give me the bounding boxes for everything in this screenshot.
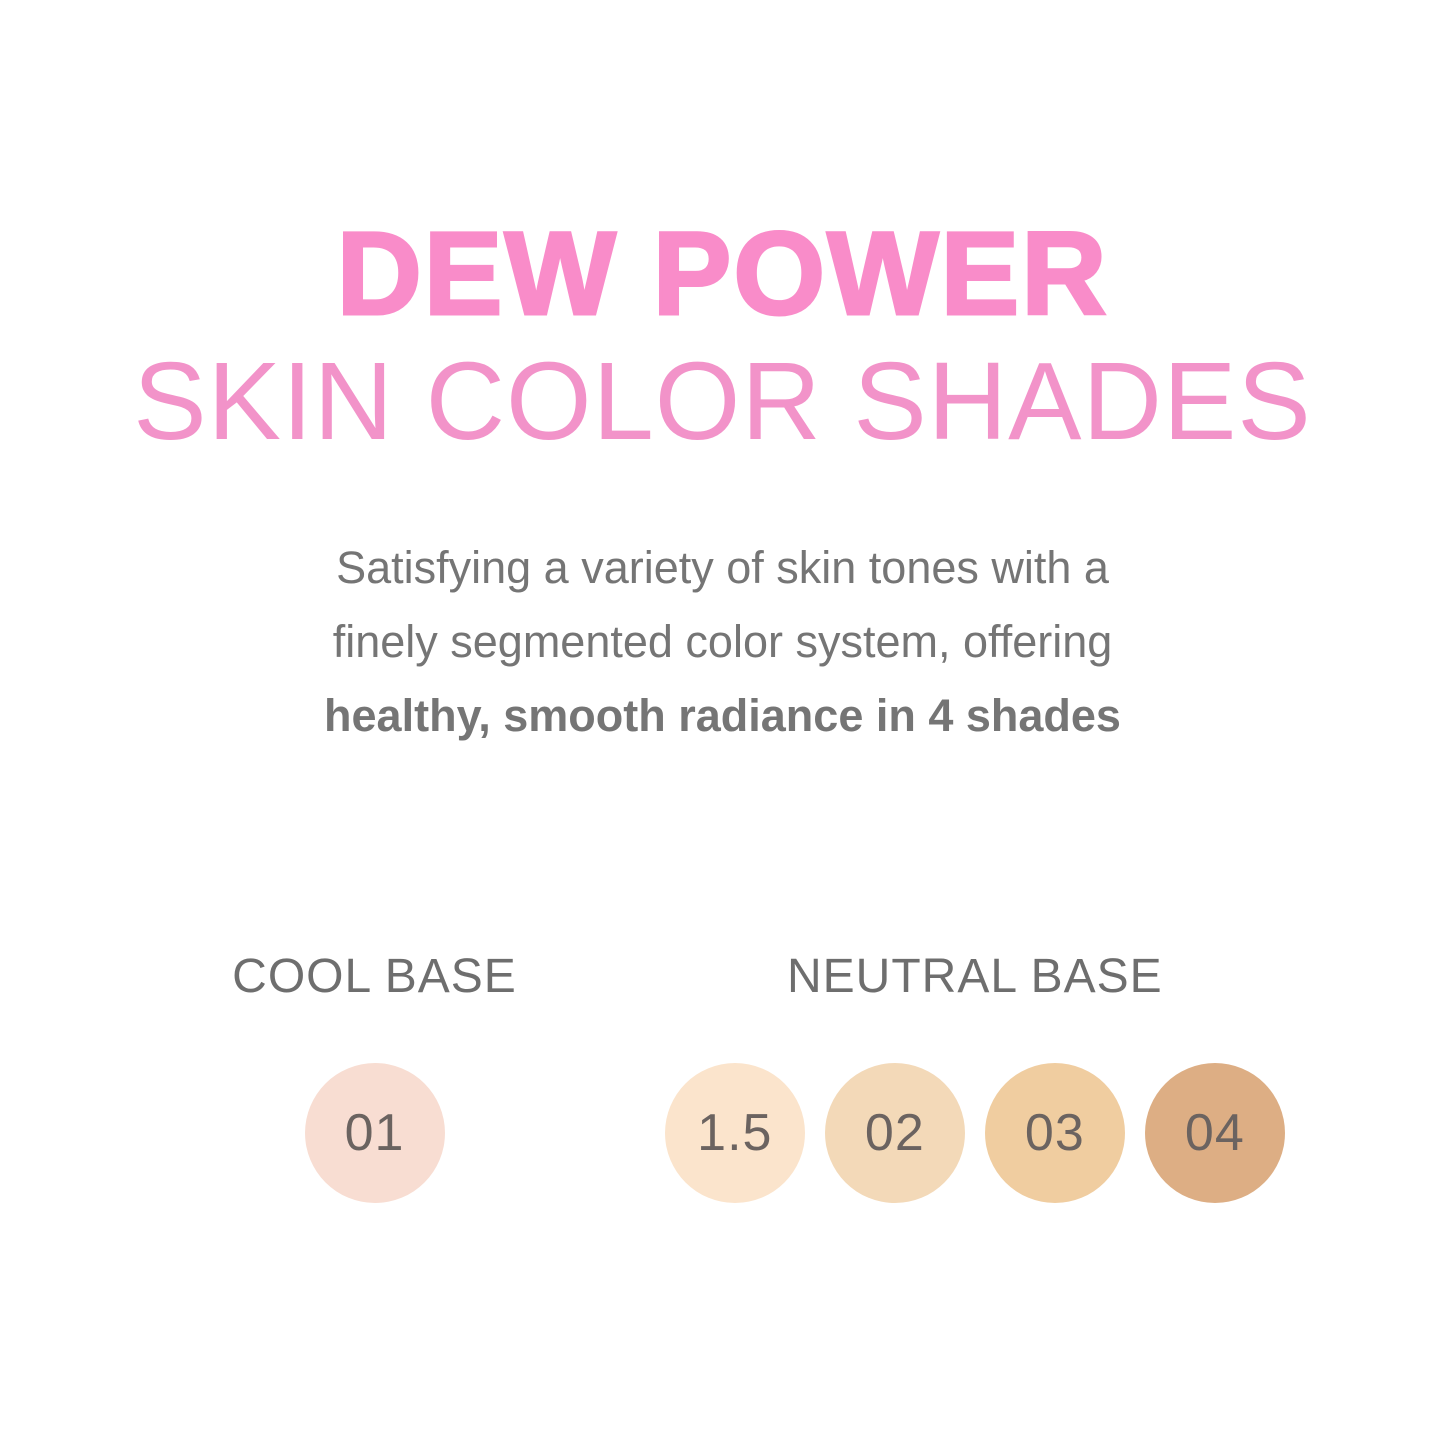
shade-group-label: COOL BASE: [232, 950, 517, 1003]
page-title: DEW POWER: [335, 208, 1109, 340]
shade-swatch-03: 03: [984, 1063, 1125, 1203]
description-line-3: healthy, smooth radiance in 4 shades: [324, 690, 1121, 741]
shade-swatch-04: 04: [1144, 1063, 1285, 1203]
shade-code: 02: [864, 1104, 925, 1162]
description-line-2: finely segmented color system, offering: [332, 616, 1113, 667]
shade-swatch-02: 02: [824, 1063, 965, 1203]
shade-group-cool-base: COOL BASE 01: [232, 953, 517, 1203]
shade-swatch-01: 01: [304, 1063, 445, 1203]
shade-swatches: 01: [304, 1063, 445, 1203]
page-subtitle: SKIN COLOR SHADES: [133, 340, 1312, 463]
shade-code: 04: [1184, 1104, 1245, 1162]
shade-swatch-1.5: 1.5: [664, 1063, 805, 1203]
shade-code: 1.5: [697, 1104, 773, 1162]
shade-chart: COOL BASE 01 NEUTRAL BASE 1.5 02 03 04: [0, 953, 1445, 1203]
description: Satisfying a variety of skin tones with …: [0, 531, 1445, 753]
shade-code: 03: [1024, 1104, 1085, 1162]
description-line-1: Satisfying a variety of skin tones with …: [336, 542, 1109, 593]
shade-code: 01: [344, 1104, 405, 1162]
shade-group-neutral-base: NEUTRAL BASE 1.5 02 03 04: [664, 950, 1285, 1203]
shade-swatches: 1.5 02 03 04: [664, 1063, 1285, 1203]
shade-group-label: NEUTRAL BASE: [787, 950, 1163, 1003]
